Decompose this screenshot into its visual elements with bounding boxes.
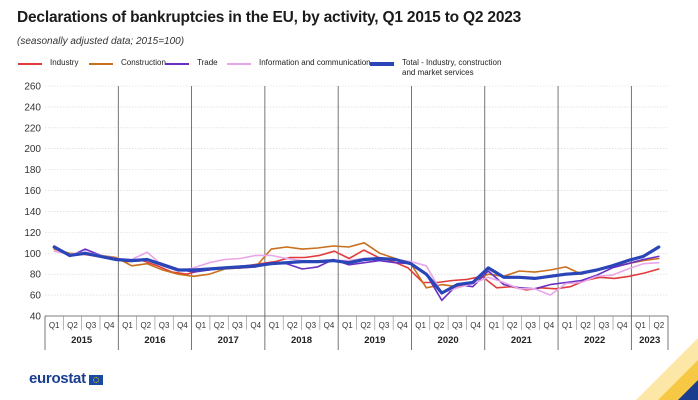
legend-item-info: Information and communication	[227, 58, 371, 68]
legend-swatch-info	[227, 63, 251, 65]
y-tick-label-140: 140	[24, 207, 41, 218]
quarter-label-17: Q2	[360, 321, 371, 330]
year-label-2017: 2017	[218, 335, 239, 346]
quarter-label-30: Q3	[599, 321, 610, 330]
year-label-2018: 2018	[291, 335, 312, 346]
y-axis: 40 60 80 100 120 140 160 180 200 220 240 260	[24, 82, 41, 323]
legend-label-total-line1: Total - Industry, construction	[402, 58, 502, 67]
quarter-label-16: Q1	[342, 321, 353, 330]
quarter-label-2: Q3	[85, 321, 96, 330]
quarter-label-6: Q3	[159, 321, 170, 330]
quarter-label-7: Q4	[177, 321, 188, 330]
quarter-label-12: Q1	[269, 321, 280, 330]
year-label-2015: 2015	[71, 335, 93, 346]
eu-flag-icon	[88, 374, 103, 385]
legend-swatch-industry	[18, 63, 42, 65]
legend-item-industry: Industry	[18, 58, 78, 68]
legend-label-construction: Construction	[121, 58, 166, 67]
legend-swatch-construction	[89, 63, 113, 65]
y-tick-label-80: 80	[30, 270, 42, 281]
quarter-label-9: Q2	[214, 321, 225, 330]
chart-subtitle: (seasonally adjusted data; 2015=100)	[17, 36, 185, 47]
series-line-4	[52, 245, 661, 295]
legend-label-industry: Industry	[50, 58, 79, 67]
quarter-label-24: Q1	[489, 321, 500, 330]
quarter-label-21: Q2	[434, 321, 445, 330]
quarter-label-18: Q3	[379, 321, 390, 330]
eurostat-logo: eurostat	[29, 370, 103, 387]
y-tick-label-220: 220	[24, 123, 41, 134]
x-axis: 2015 2016 2017 2018 2019 2020 2021 2022 2023 Q1 Q2…	[49, 321, 665, 346]
legend-swatch-total	[370, 62, 394, 66]
legend-label-total: Total - Industry, construction and marke…	[402, 58, 501, 78]
year-label-2016: 2016	[144, 335, 165, 346]
year-label-2022: 2022	[584, 335, 605, 346]
quarter-label-19: Q4	[397, 321, 408, 330]
legend: Industry Construction Trade Information …	[0, 58, 698, 92]
corner-decoration-icon	[636, 338, 698, 400]
legend-label-info: Information and communication	[259, 58, 371, 67]
quarter-label-26: Q3	[525, 321, 536, 330]
quarter-label-3: Q4	[104, 321, 115, 330]
quarter-label-23: Q4	[470, 321, 481, 330]
y-tick-label-200: 200	[24, 144, 41, 155]
quarter-label-1: Q2	[67, 321, 78, 330]
quarter-label-31: Q4	[617, 321, 628, 330]
logo-text: eurostat	[29, 370, 86, 387]
year-label-2019: 2019	[364, 335, 385, 346]
y-tick-label-180: 180	[24, 165, 41, 176]
quarter-label-0: Q1	[49, 321, 60, 330]
quarter-label-10: Q3	[232, 321, 243, 330]
quarter-label-11: Q4	[250, 321, 261, 330]
quarter-label-15: Q4	[324, 321, 335, 330]
quarter-label-4: Q1	[122, 321, 133, 330]
quarter-label-13: Q2	[287, 321, 298, 330]
legend-item-total: Total - Industry, construction and marke…	[370, 58, 501, 78]
legend-label-trade: Trade	[197, 58, 218, 67]
quarter-label-25: Q2	[507, 321, 518, 330]
quarter-label-32: Q1	[635, 321, 646, 330]
y-tick-label-240: 240	[24, 102, 41, 113]
year-label-2020: 2020	[438, 335, 459, 346]
series-lines	[52, 242, 661, 302]
year-label-2023: 2023	[639, 335, 660, 346]
quarter-label-20: Q1	[415, 321, 426, 330]
y-tick-label-160: 160	[24, 186, 41, 197]
legend-swatch-trade	[165, 63, 189, 65]
y-tick-label-60: 60	[30, 291, 42, 302]
quarter-label-27: Q4	[544, 321, 555, 330]
y-tick-label-100: 100	[24, 249, 41, 260]
quarter-label-14: Q3	[305, 321, 316, 330]
legend-label-total-line2: and market services	[402, 68, 474, 77]
grid	[44, 85, 669, 350]
y-tick-label-120: 120	[24, 228, 41, 239]
chart-title: Declarations of bankruptcies in the EU, …	[17, 9, 522, 26]
quarter-label-22: Q3	[452, 321, 463, 330]
legend-item-construction: Construction	[89, 58, 166, 68]
legend-item-trade: Trade	[165, 58, 218, 68]
year-label-2021: 2021	[511, 335, 533, 346]
series-line-1	[53, 242, 660, 289]
y-tick-label-40: 40	[30, 312, 42, 323]
quarter-label-5: Q2	[140, 321, 151, 330]
quarter-label-8: Q1	[195, 321, 206, 330]
quarter-label-28: Q1	[562, 321, 573, 330]
quarter-label-33: Q2	[654, 321, 665, 330]
quarter-label-29: Q2	[580, 321, 591, 330]
y-tick-label-260: 260	[24, 82, 41, 93]
